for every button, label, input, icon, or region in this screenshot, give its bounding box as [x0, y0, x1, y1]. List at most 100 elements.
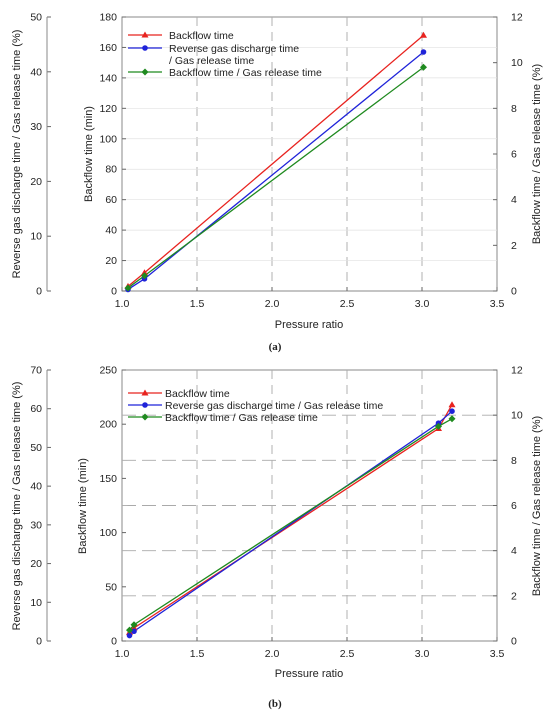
y-tick-label: 250 [99, 365, 117, 377]
chart-panel-a: 1.0 1.5 2.0 2.5 3.0 3.5 020406080100120140160… [11, 12, 543, 332]
data-point-diamond [130, 621, 138, 629]
y-tick-label: 150 [99, 473, 117, 485]
legend-triangle-marker [141, 31, 149, 38]
x-axis-ticks: 1.0 1.5 2.0 2.5 3.0 3.5 [115, 637, 505, 660]
data-point-circle [420, 49, 427, 55]
left-tick-label: 10 [30, 597, 42, 609]
left-tick-label: 20 [30, 176, 42, 188]
legend-label-backflow: Backflow time [165, 388, 230, 400]
left-tick-label: 0 [36, 286, 42, 298]
data-point-diamond [420, 63, 427, 71]
series-line-triangle [129, 404, 453, 633]
right-tick-label: 10 [511, 57, 523, 69]
left-axis-title: Reverse gas discharge time / Gas release… [11, 382, 23, 631]
x-axis-ticks: 1.0 1.5 2.0 2.5 3.0 3.5 [115, 287, 505, 310]
y-axis-ticks: 0 20 40 60 80 100 120 140 160 180 [99, 12, 126, 298]
right-axis-title: Backflow time / Gas release time (%) [531, 64, 543, 244]
right-tick-label: 6 [511, 500, 517, 512]
legend-label-ratio: Backflow time / Gas release time [165, 412, 318, 424]
right-tick-label: 8 [511, 103, 517, 115]
y-tick-label: 120 [99, 103, 117, 115]
y-tick-label: 20 [105, 255, 117, 267]
y-tick-label: 80 [105, 164, 117, 176]
x-tick-label: 1.0 [115, 298, 130, 310]
data-point-diamond [126, 626, 133, 634]
y-tick-label: 160 [99, 42, 117, 54]
legend-circle-marker [142, 402, 148, 408]
right-tick-label: 8 [511, 455, 517, 467]
legend-label-reverse-line2: / Gas release time [169, 55, 254, 67]
right-tick-label: 0 [511, 636, 517, 648]
right-tick-label: 0 [511, 286, 517, 298]
x-axis-title: Pressure ratio [275, 319, 343, 331]
right-tick-label: 10 [511, 410, 523, 422]
right-tick-label: 4 [511, 194, 517, 206]
y-tick-label: 60 [105, 194, 117, 206]
data-point-triangle [141, 269, 148, 276]
x-tick-label: 3.5 [490, 648, 505, 660]
left-axis-title: Reverse gas discharge time / Gas release… [11, 30, 23, 279]
right-tick-label: 2 [511, 240, 517, 252]
data-point-triangle [448, 401, 456, 408]
x-tick-label: 1.0 [115, 648, 130, 660]
right-tick-label: 2 [511, 590, 517, 602]
legend: Backflow time Reverse gas discharge time… [128, 388, 383, 424]
y-axis-title: Backflow time (min) [77, 458, 89, 554]
left-axis-ticks: 0 10 20 30 40 50 [30, 12, 51, 298]
x-tick-label: 1.5 [190, 648, 205, 660]
series-lines [128, 404, 453, 637]
left-tick-label: 20 [30, 558, 42, 570]
series-line-diamond [128, 418, 453, 631]
series-markers [126, 401, 456, 639]
data-point-circle [126, 632, 133, 639]
right-axis-ticks: 0 2 4 6 8 10 12 [493, 12, 523, 298]
x-tick-label: 1.5 [190, 298, 205, 310]
x-tick-label: 2.5 [340, 648, 355, 660]
right-tick-label: 12 [511, 365, 523, 377]
legend-diamond-marker [141, 68, 149, 76]
y-tick-label: 0 [111, 286, 117, 298]
series-line-diamond [127, 66, 424, 289]
data-point-diamond [435, 422, 442, 430]
y-axis-ticks: 0 50 100 150 200 250 [99, 365, 126, 648]
left-tick-label: 50 [30, 442, 42, 454]
legend-label-reverse: Reverse gas discharge time [169, 43, 299, 55]
x-tick-label: 3.0 [415, 298, 430, 310]
x-tick-label: 3.5 [490, 298, 505, 310]
data-point-diamond [448, 415, 456, 423]
y-tick-label: 40 [105, 225, 117, 237]
left-axis-ticks: 0 10 20 30 40 50 60 70 [30, 365, 51, 648]
data-point-triangle [420, 31, 427, 38]
y-tick-label: 100 [99, 527, 117, 539]
y-tick-label: 0 [111, 636, 117, 648]
right-tick-label: 6 [511, 149, 517, 161]
data-point-diamond [141, 272, 148, 280]
series-markers [124, 31, 427, 293]
data-point-circle [449, 408, 455, 414]
x-tick-label: 2.5 [340, 298, 355, 310]
panel-a-caption: (a) [269, 341, 282, 353]
right-axis-title: Backflow time / Gas release time (%) [531, 416, 543, 596]
left-tick-label: 0 [36, 636, 42, 648]
grid-lines [122, 370, 497, 641]
left-tick-label: 50 [30, 12, 42, 24]
left-tick-label: 10 [30, 231, 42, 243]
legend-triangle-marker [141, 389, 149, 396]
y-tick-label: 140 [99, 72, 117, 84]
left-tick-label: 40 [30, 481, 42, 493]
y-axis-title: Backflow time (min) [83, 106, 95, 202]
data-point-diamond [124, 284, 132, 292]
legend-label-backflow: Backflow time [169, 30, 234, 42]
left-tick-label: 60 [30, 403, 42, 415]
legend-circle-marker [142, 45, 148, 51]
y-tick-label: 100 [99, 133, 117, 145]
right-tick-label: 12 [511, 12, 523, 24]
x-tick-label: 2.0 [265, 648, 280, 660]
right-axis-ticks: 0 2 4 6 8 10 12 [493, 365, 523, 648]
y-tick-label: 180 [99, 12, 117, 24]
legend-diamond-marker [141, 413, 149, 421]
left-tick-label: 30 [30, 519, 42, 531]
left-tick-label: 70 [30, 365, 42, 377]
